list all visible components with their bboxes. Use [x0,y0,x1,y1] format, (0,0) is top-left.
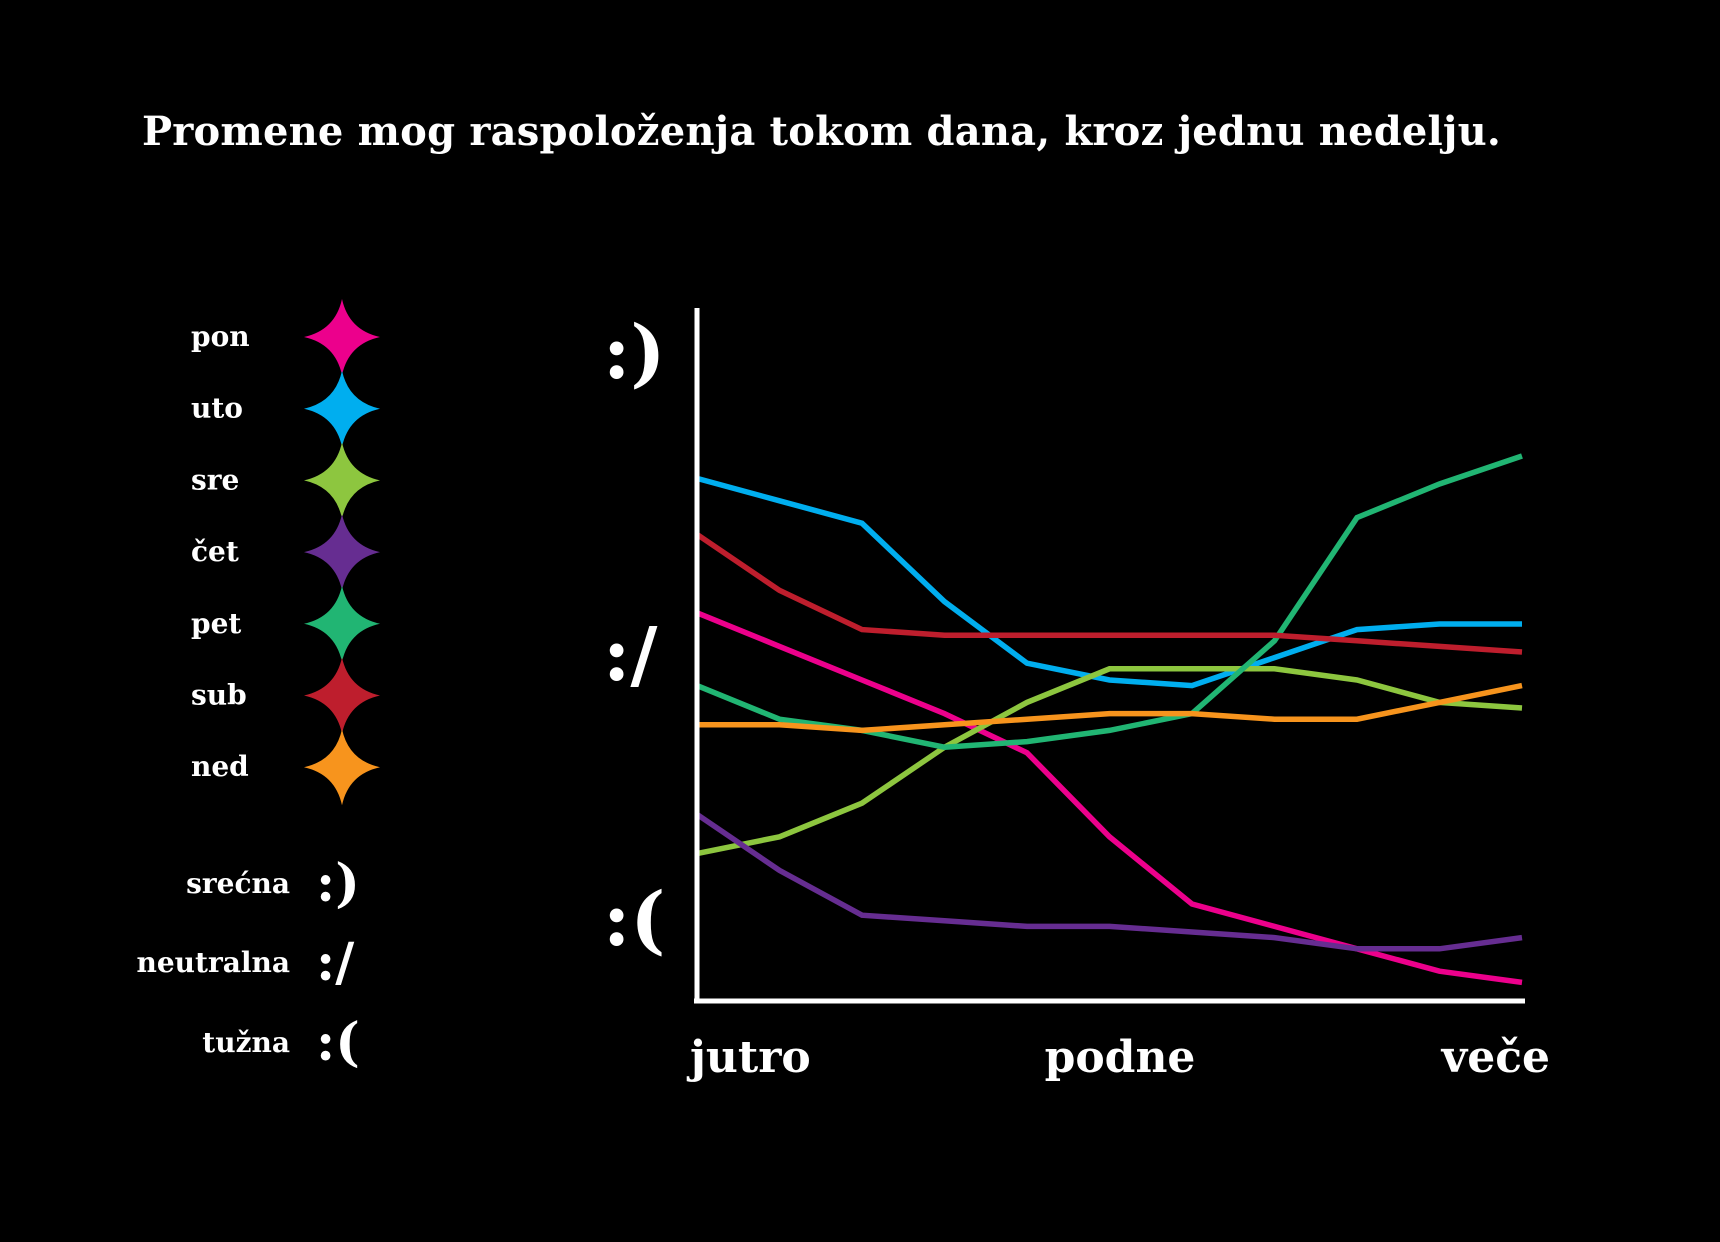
legend-star-icon [304,370,380,447]
legend-label-sre: sre [191,463,239,496]
y-tick-label: :/ [603,612,658,698]
series-line-ned [697,682,1523,734]
mood-legend-label: tužna [202,1026,290,1059]
series-line-čet [695,812,1523,952]
series-line-sre [696,666,1523,857]
y-tick-labels: :( :/:) [603,310,665,963]
x-tick-labels: jutro podne veče [686,1032,1550,1083]
legend-label-pet: pet [191,607,241,640]
series-line-pon [695,610,1523,986]
mood-legend-label: neutralna [137,946,291,979]
chart-axes [694,308,1525,1004]
mood-legend-face: :) [316,853,360,914]
mood-legend-label: srećna [186,867,290,900]
chart-title: Promene mog raspoloženja tokom dana, kro… [142,108,1502,155]
x-tick-label: veče [1441,1032,1550,1083]
series-line-uto [696,475,1522,689]
legend-star-icon [304,729,380,806]
series-line-pet [695,453,1523,750]
legend-label-pon: pon [191,320,250,353]
legend-star-icon [304,442,380,519]
legend-label-čet: čet [191,535,239,568]
legend-star-icon [304,585,380,662]
mood-legend: srećna:) neutralna :/ tužna :( [137,853,360,1073]
legend-star-icon [304,657,380,734]
legend-star-icon [304,299,380,375]
x-tick-label: podne [1045,1032,1196,1083]
y-tick-label: :( [603,877,665,963]
y-tick-label: :) [603,310,665,396]
legend-star-icon [304,514,380,591]
day-legend: pon uto sre čet pet sub ned [191,299,380,806]
series-line-sub [695,532,1523,655]
legend-label-ned: ned [191,750,249,783]
mood-legend-face: :( [316,1012,360,1073]
mood-legend-face: :/ [316,932,354,993]
legend-label-uto: uto [191,392,243,425]
series-lines [695,453,1523,986]
x-tick-label: jutro [686,1032,811,1083]
legend-label-sub: sub [191,679,247,712]
